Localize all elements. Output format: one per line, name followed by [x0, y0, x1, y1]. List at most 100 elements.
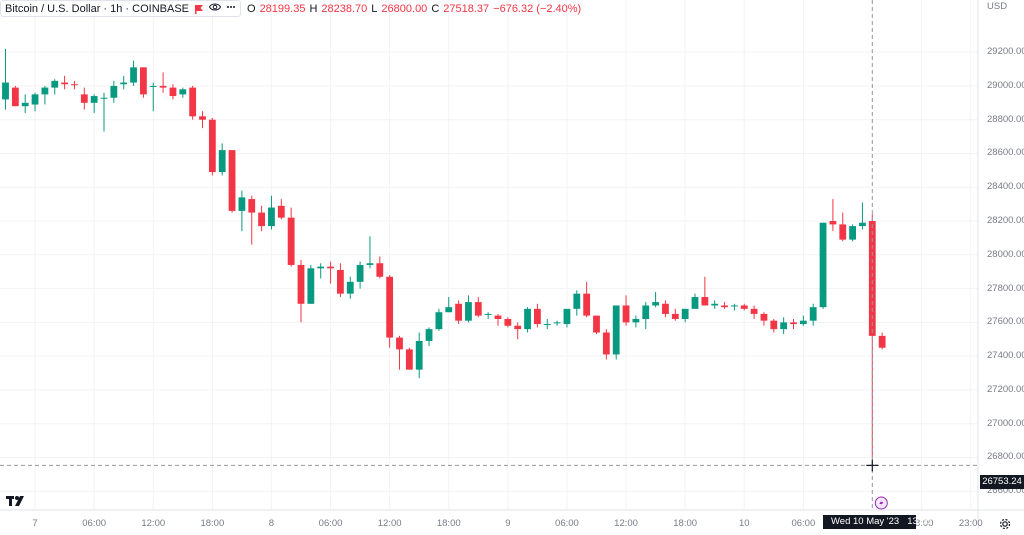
- symbol-box[interactable]: Bitcoin / U.S. Dollar · 1h · COINBASE: [0, 0, 241, 17]
- candle[interactable]: [366, 236, 374, 269]
- candle[interactable]: [524, 307, 531, 333]
- candle[interactable]: [612, 305, 620, 360]
- flag-icon[interactable]: [194, 4, 204, 14]
- candle[interactable]: [307, 264, 315, 304]
- candle[interactable]: [770, 318, 778, 333]
- candle[interactable]: [701, 276, 709, 306]
- candle[interactable]: [228, 150, 236, 213]
- candle[interactable]: [218, 143, 226, 176]
- candle[interactable]: [317, 263, 325, 279]
- candle[interactable]: [140, 67, 147, 98]
- candle[interactable]: [80, 87, 88, 110]
- candle[interactable]: [90, 94, 98, 113]
- candle[interactable]: [553, 320, 561, 326]
- candle[interactable]: [583, 281, 591, 318]
- symbol-title[interactable]: Bitcoin / U.S. Dollar · 1h · COINBASE: [5, 2, 189, 15]
- candle[interactable]: [337, 263, 344, 298]
- candle[interactable]: [435, 308, 443, 331]
- candle[interactable]: [110, 80, 118, 103]
- candle[interactable]: [731, 303, 738, 311]
- candle[interactable]: [622, 295, 630, 326]
- candle[interactable]: [652, 291, 659, 308]
- candle[interactable]: [287, 207, 295, 267]
- candle[interactable]: [681, 308, 689, 323]
- candle[interactable]: [563, 308, 571, 328]
- candle[interactable]: [425, 327, 433, 347]
- candle[interactable]: [179, 87, 187, 98]
- candle-body: [612, 305, 620, 355]
- candle[interactable]: [494, 313, 502, 326]
- candle[interactable]: [721, 302, 728, 309]
- candle[interactable]: [790, 318, 797, 330]
- candle[interactable]: [130, 60, 137, 86]
- gear-icon[interactable]: [999, 517, 1011, 535]
- candle[interactable]: [11, 85, 19, 107]
- candle[interactable]: [514, 322, 522, 340]
- candle[interactable]: [21, 94, 29, 113]
- candle[interactable]: [31, 92, 39, 112]
- candle[interactable]: [859, 202, 866, 230]
- candle[interactable]: [248, 195, 256, 245]
- candle[interactable]: [445, 297, 453, 313]
- candle[interactable]: [849, 224, 856, 242]
- candle[interactable]: [662, 300, 669, 318]
- tradingview-logo-icon[interactable]: [6, 494, 28, 513]
- candle[interactable]: [100, 92, 108, 132]
- candle[interactable]: [780, 317, 788, 335]
- candle[interactable]: [839, 212, 847, 242]
- candle[interactable]: [61, 75, 68, 90]
- candle[interactable]: [327, 261, 334, 284]
- candle[interactable]: [474, 297, 482, 318]
- candle[interactable]: [199, 111, 206, 129]
- candle[interactable]: [149, 82, 157, 112]
- candle[interactable]: [543, 318, 551, 330]
- candle[interactable]: [799, 315, 807, 326]
- candle[interactable]: [169, 84, 177, 100]
- candle[interactable]: [208, 118, 216, 176]
- candle[interactable]: [829, 199, 837, 232]
- candle[interactable]: [405, 347, 413, 370]
- candle[interactable]: [297, 259, 305, 323]
- candle[interactable]: [691, 293, 699, 309]
- candle[interactable]: [465, 295, 472, 323]
- candle-body: [248, 199, 256, 213]
- more-icon[interactable]: [226, 2, 236, 15]
- candle[interactable]: [484, 312, 492, 319]
- candle[interactable]: [760, 312, 768, 326]
- candle[interactable]: [415, 332, 423, 379]
- candle[interactable]: [534, 303, 541, 328]
- currency-label[interactable]: USD: [987, 1, 1008, 12]
- eye-icon[interactable]: [208, 2, 222, 15]
- candle[interactable]: [277, 199, 285, 220]
- candle[interactable]: [711, 300, 719, 309]
- candle[interactable]: [573, 290, 581, 316]
- candle[interactable]: [504, 317, 512, 328]
- candle[interactable]: [71, 80, 78, 90]
- candle[interactable]: [878, 332, 886, 350]
- candle[interactable]: [632, 315, 640, 328]
- candle[interactable]: [238, 190, 246, 232]
- candle[interactable]: [396, 335, 403, 370]
- candle[interactable]: [593, 315, 600, 335]
- candle[interactable]: [120, 75, 128, 90]
- candle[interactable]: [376, 256, 384, 279]
- candle[interactable]: [189, 85, 197, 120]
- candle[interactable]: [356, 261, 364, 289]
- candle[interactable]: [386, 275, 394, 348]
- candle[interactable]: [41, 85, 49, 105]
- candle[interactable]: [740, 303, 748, 311]
- candle[interactable]: [809, 303, 817, 326]
- candle[interactable]: [750, 305, 758, 319]
- candle[interactable]: [159, 72, 167, 93]
- candle[interactable]: [455, 300, 462, 325]
- candle[interactable]: [268, 195, 275, 230]
- candle[interactable]: [2, 48, 9, 110]
- candle[interactable]: [602, 329, 610, 360]
- candle[interactable]: [258, 205, 265, 232]
- candle[interactable]: [819, 222, 827, 309]
- candle[interactable]: [51, 79, 59, 95]
- candle[interactable]: [671, 308, 679, 321]
- candle[interactable]: [642, 302, 650, 330]
- candle[interactable]: [346, 276, 354, 299]
